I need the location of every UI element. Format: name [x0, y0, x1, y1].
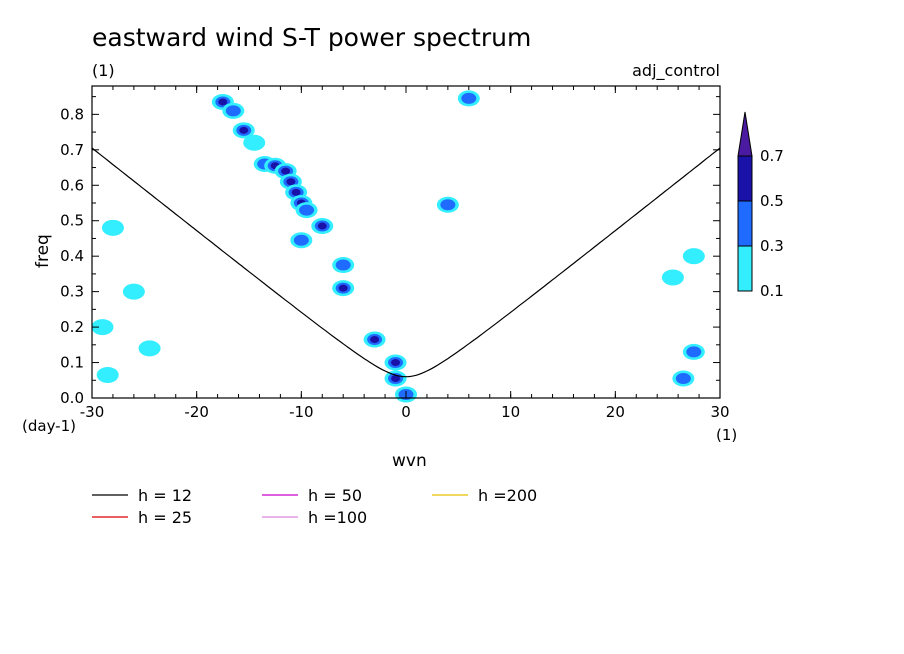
contour-blob — [295, 202, 318, 219]
y-tick-label: 0.8 — [60, 105, 84, 123]
contour-level-0 — [243, 134, 266, 151]
y-tick-label: 0.3 — [60, 283, 84, 301]
contour-blob — [290, 232, 313, 249]
plot-frame — [91, 85, 721, 399]
contour-level-2 — [338, 284, 348, 292]
legend: h = 12 h = 25 h = 50 h =100 h =200 — [92, 486, 537, 527]
contour-blob — [672, 370, 695, 387]
contour-field — [91, 90, 705, 403]
contour-level-1 — [293, 234, 309, 246]
contour-blob — [436, 196, 459, 213]
y-tick-label: 0.6 — [60, 176, 84, 194]
legend-item: h =200 — [432, 486, 537, 505]
chart-title: eastward wind S-T power spectrum — [92, 23, 531, 52]
contour-level-2 — [291, 188, 301, 196]
dispersion-curves — [91, 147, 721, 378]
contour-blob — [682, 343, 705, 360]
y-unit-label: (day-1) — [22, 417, 76, 435]
y-tick-label: 0.4 — [60, 247, 84, 265]
x-tick-label: -20 — [184, 403, 209, 421]
x-tick-label: -30 — [80, 403, 105, 421]
contour-level-0 — [661, 269, 684, 286]
x-tick-label: 20 — [606, 403, 625, 421]
contour-blob — [222, 102, 245, 119]
legend-label: h = 25 — [138, 508, 192, 527]
colorbar-label: 0.5 — [760, 192, 784, 210]
dispersion-curve — [91, 147, 721, 378]
contour-level-1 — [335, 259, 351, 271]
colorbar: 0.1 0.3 0.5 0.7 — [737, 111, 784, 300]
x-tick-label: 0 — [401, 403, 411, 421]
contour-blob — [363, 331, 386, 348]
contour-blob — [122, 283, 145, 300]
contour-blob — [232, 122, 255, 139]
x-axis-label: wvn — [392, 451, 427, 471]
contour-blob — [332, 257, 355, 274]
contour-level-1 — [675, 373, 691, 384]
contour-blob — [384, 370, 407, 387]
contour-level-2 — [317, 222, 327, 230]
colorbar-segment — [737, 155, 753, 202]
contour-blob — [91, 319, 114, 336]
x-unit-label: (1) — [716, 426, 737, 444]
contour-blob — [243, 134, 266, 151]
contour-level-1 — [686, 346, 702, 358]
y-axis: 0.0 0.1 0.2 0.3 0.4 0.5 0.6 0.7 0.8 — [60, 96, 720, 407]
legend-item: h = 12 — [92, 486, 192, 505]
y-tick-label: 0.1 — [60, 354, 84, 372]
contour-blob — [96, 366, 119, 383]
contour-level-1 — [440, 199, 456, 211]
contour-blob — [682, 248, 705, 265]
colorbar-segment — [737, 245, 753, 292]
chart-subtitle-right: adj_control — [632, 61, 720, 81]
contour-level-0 — [682, 248, 705, 265]
contour-blob — [457, 90, 480, 107]
contour-level-2 — [286, 178, 296, 186]
x-tick-label: 10 — [501, 403, 520, 421]
contour-level-2 — [391, 375, 401, 382]
contour-blob — [101, 219, 124, 236]
y-tick-label: 0.7 — [60, 141, 84, 159]
legend-label: h = 50 — [308, 486, 362, 505]
colorbar-label: 0.7 — [760, 147, 784, 165]
contour-level-0 — [122, 283, 145, 300]
colorbar-segment — [737, 200, 753, 247]
y-tick-label: 0.0 — [60, 389, 84, 407]
colorbar-label: 0.3 — [760, 237, 784, 255]
contour-blob — [384, 354, 407, 371]
contour-blob — [138, 340, 161, 357]
contour-level-2 — [370, 336, 380, 343]
y-tick-label: 0.5 — [60, 212, 84, 230]
contour-level-0 — [138, 340, 161, 357]
contour-level-1 — [299, 204, 315, 216]
contour-level-2 — [391, 359, 401, 367]
legend-item: h =100 — [262, 508, 367, 527]
y-tick-label: 0.2 — [60, 318, 84, 336]
x-tick-label: -10 — [289, 403, 314, 421]
contour-level-1 — [225, 105, 241, 117]
contour-level-2 — [218, 98, 228, 106]
contour-level-2 — [239, 126, 249, 134]
contour-blob — [661, 269, 684, 286]
contour-level-0 — [91, 319, 114, 336]
colorbar-label: 0.1 — [760, 282, 784, 300]
contour-level-2 — [281, 167, 291, 175]
contour-level-0 — [96, 366, 119, 383]
contour-blob — [311, 218, 334, 235]
x-tick-label: 30 — [710, 403, 729, 421]
contour-level-1 — [461, 92, 477, 104]
legend-item: h = 50 — [262, 486, 362, 505]
contour-level-0 — [101, 219, 124, 236]
colorbar-extend-arrow — [737, 111, 753, 157]
legend-item: h = 25 — [92, 508, 192, 527]
x-axis: -30 -20 -10 0 10 20 30 — [80, 86, 730, 421]
chart-subtitle-left: (1) — [92, 61, 115, 80]
y-axis-label: freq — [33, 234, 53, 268]
legend-label: h =100 — [308, 508, 367, 527]
legend-label: h = 12 — [138, 486, 192, 505]
contour-blob — [332, 280, 355, 297]
legend-label: h =200 — [478, 486, 537, 505]
